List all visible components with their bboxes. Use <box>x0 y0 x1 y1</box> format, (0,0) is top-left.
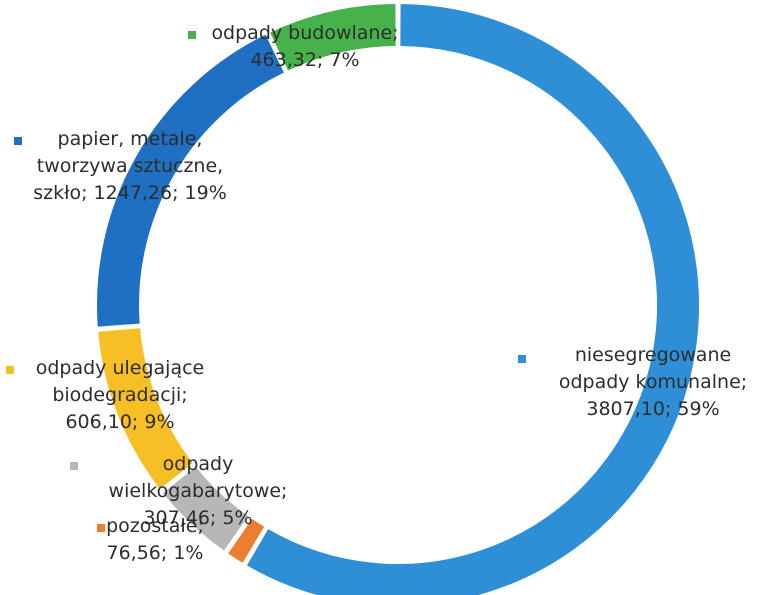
slice-label-line: papier, metale, <box>57 128 203 150</box>
slice-label-3: odpady ulegające biodegradacji; 606,10; 9% <box>6 355 220 436</box>
slice-marker-2 <box>70 462 78 470</box>
slice-label-line: odpady budowlane; <box>211 22 399 44</box>
slice-label-line: biodegradacji; <box>52 384 188 406</box>
slice-label-line: odpady komunalne; <box>558 371 748 393</box>
slice-label-line: niesegregowane <box>574 344 732 366</box>
slice-label-4: papier, metale, tworzywa sztuczne, szkło; … <box>14 126 240 207</box>
slice-marker-5 <box>188 31 196 39</box>
slice-3 <box>96 326 196 492</box>
slice-label-line: 307,46; 5% <box>143 507 253 529</box>
slice-label-2: odpady wielkogabarytowe; 307,46; 5% <box>70 451 288 532</box>
slice-label-line: odpady <box>162 453 234 475</box>
slice-label-line: pozostałe; <box>106 515 204 537</box>
slice-marker-0 <box>518 355 526 363</box>
slice-5 <box>267 1 398 74</box>
slice-label-line: 606,10; 9% <box>65 411 175 433</box>
slice-1 <box>225 516 267 566</box>
slice-marker-3 <box>6 366 14 374</box>
slice-0 <box>244 1 701 595</box>
slice-label-line: 3807,10; 59% <box>586 398 720 420</box>
slice-2 <box>160 464 251 554</box>
slice-4 <box>95 32 287 329</box>
slice-label-line: 76,56; 1% <box>106 542 204 564</box>
slice-label-line: 463,32; 7% <box>250 49 360 71</box>
slice-label-0: niesegregowane odpady komunalne; 3807,10; … <box>518 342 758 423</box>
slice-marker-4 <box>14 137 22 145</box>
slice-label-line: szkło; 1247,26; 19% <box>33 182 227 204</box>
slice-label-line: tworzywa sztuczne, <box>36 155 224 177</box>
slice-marker-1 <box>97 524 105 532</box>
slice-label-line: wielkogabarytowe; <box>108 480 288 502</box>
slice-label-1: pozostałe; 76,56; 1% <box>97 513 205 567</box>
slice-label-5: odpady budowlane; 463,32; 7% <box>188 20 400 74</box>
slice-label-line: odpady ulegające <box>35 357 205 379</box>
